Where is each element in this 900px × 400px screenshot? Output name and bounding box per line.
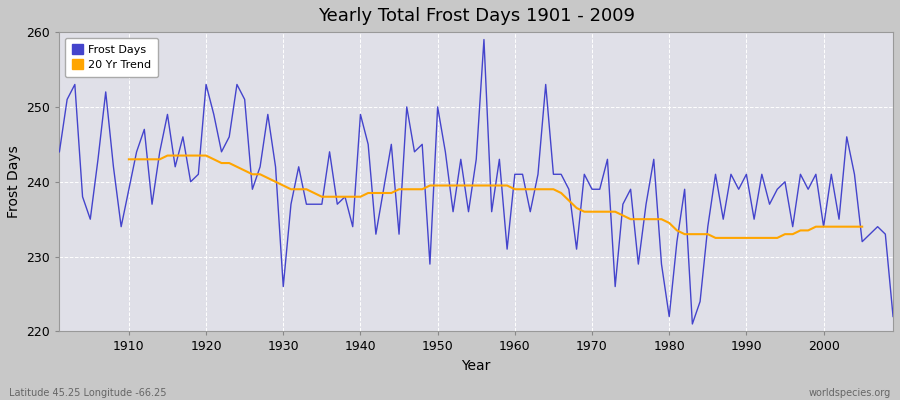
Text: worldspecies.org: worldspecies.org bbox=[809, 388, 891, 398]
Legend: Frost Days, 20 Yr Trend: Frost Days, 20 Yr Trend bbox=[65, 38, 158, 77]
Title: Yearly Total Frost Days 1901 - 2009: Yearly Total Frost Days 1901 - 2009 bbox=[318, 7, 634, 25]
Y-axis label: Frost Days: Frost Days bbox=[7, 145, 21, 218]
Text: Latitude 45.25 Longitude -66.25: Latitude 45.25 Longitude -66.25 bbox=[9, 388, 166, 398]
X-axis label: Year: Year bbox=[462, 359, 490, 373]
